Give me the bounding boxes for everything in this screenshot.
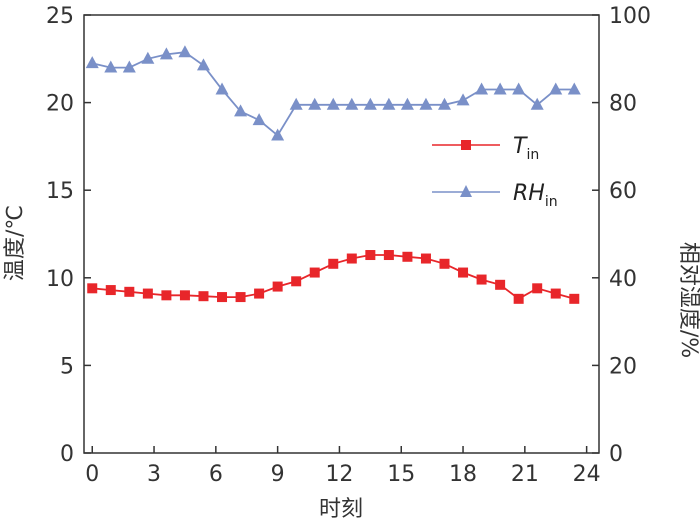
data-point-rh	[512, 82, 526, 95]
data-point-t	[87, 283, 98, 294]
x-tick-label: 24	[573, 462, 601, 487]
data-point-rh	[530, 97, 544, 110]
legend-label-rh-main: RH	[513, 181, 545, 206]
legend-label-rh: RHin	[513, 181, 558, 210]
right-y-tick-label: 20	[609, 354, 637, 379]
data-point-rh	[196, 58, 210, 71]
x-tick-label: 9	[271, 462, 285, 487]
right-y-tick-label: 80	[609, 92, 637, 117]
data-point-t	[161, 290, 172, 301]
x-axis-ticks: 0 3 6 9 12 15 18 21 24	[85, 446, 601, 487]
legend: Tin RHin	[432, 134, 558, 210]
data-point-t	[532, 283, 543, 294]
data-point-rh	[549, 82, 563, 95]
data-point-rh	[308, 97, 322, 110]
left-y-axis-title: 温度/℃	[3, 205, 28, 281]
data-point-rh	[141, 51, 155, 64]
x-tick-label: 6	[209, 462, 223, 487]
data-point-t	[513, 293, 524, 304]
left-y-tick-label: 25	[46, 4, 74, 29]
x-tick-label: 15	[387, 462, 415, 487]
series-layer	[85, 45, 581, 304]
data-point-rh	[438, 97, 451, 110]
data-point-rh	[289, 97, 303, 110]
data-point-rh	[567, 82, 581, 95]
data-point-t	[142, 288, 153, 299]
data-point-rh	[271, 128, 285, 141]
data-point-t	[420, 253, 431, 264]
data-point-rh	[382, 97, 396, 110]
plot-frame	[83, 14, 600, 454]
left-y-tick-label: 0	[60, 442, 74, 467]
data-point-rh	[326, 97, 340, 110]
data-point-rh	[493, 82, 507, 95]
data-point-t	[309, 267, 320, 278]
legend-label-t: Tin	[513, 134, 539, 163]
data-point-t	[569, 293, 580, 304]
legend-label-t-sub: in	[526, 147, 539, 163]
left-y-tick-label: 15	[46, 179, 74, 204]
x-axis-title: 时刻	[319, 497, 363, 522]
data-point-t	[383, 250, 394, 261]
left-y-tick-label: 10	[46, 267, 74, 292]
data-point-rh	[345, 97, 359, 110]
x-tick-label: 0	[85, 462, 99, 487]
legend-label-t-main: T	[513, 134, 528, 159]
data-point-t	[254, 288, 265, 299]
x-tick-label: 3	[147, 462, 161, 487]
data-point-t	[439, 258, 450, 269]
data-point-t	[402, 251, 413, 262]
data-point-t	[291, 276, 302, 287]
legend-swatch-marker	[460, 185, 472, 197]
data-point-t	[476, 274, 487, 285]
right-y-axis-ticks: 0 20 40 60 80 100	[592, 4, 651, 467]
right-y-tick-label: 0	[609, 442, 623, 467]
data-point-t	[458, 267, 469, 278]
right-y-tick-label: 40	[609, 267, 637, 292]
data-point-t	[179, 290, 190, 301]
x-tick-label: 18	[449, 462, 477, 487]
data-point-rh	[215, 82, 229, 95]
data-point-rh	[104, 60, 118, 73]
data-point-rh	[400, 97, 414, 110]
legend-label-rh-sub: in	[545, 194, 558, 210]
data-point-t	[235, 292, 246, 303]
data-point-rh	[122, 60, 136, 73]
data-point-t	[105, 285, 116, 296]
data-point-rh	[178, 45, 192, 58]
data-point-rh	[252, 113, 266, 126]
data-point-t	[328, 258, 339, 269]
data-point-t	[217, 292, 228, 303]
data-point-rh	[456, 93, 470, 106]
left-y-tick-label: 5	[60, 354, 74, 379]
data-point-rh	[419, 97, 433, 110]
data-point-t	[272, 281, 283, 292]
data-point-t	[365, 250, 376, 261]
data-point-rh	[159, 47, 173, 60]
legend-swatch-marker	[461, 140, 471, 150]
data-point-t	[550, 288, 561, 299]
data-point-t	[346, 253, 357, 264]
data-point-rh	[475, 82, 489, 95]
legend-item-rh-in: RHin	[432, 181, 558, 210]
right-y-tick-label: 100	[609, 4, 651, 29]
left-y-tick-label: 20	[46, 92, 74, 117]
data-point-t	[198, 291, 209, 302]
data-point-rh	[85, 56, 99, 69]
data-point-t	[124, 286, 135, 297]
data-point-t	[495, 279, 506, 290]
right-y-tick-label: 60	[609, 179, 637, 204]
data-point-rh	[234, 104, 248, 117]
right-y-axis-title: 相对湿度/%	[676, 242, 700, 358]
x-tick-label: 21	[511, 462, 539, 487]
legend-item-t-in: Tin	[432, 134, 539, 163]
left-y-axis-ticks: 0 5 10 15 20 25	[46, 4, 91, 467]
x-tick-label: 12	[325, 462, 353, 487]
data-point-rh	[363, 97, 377, 110]
